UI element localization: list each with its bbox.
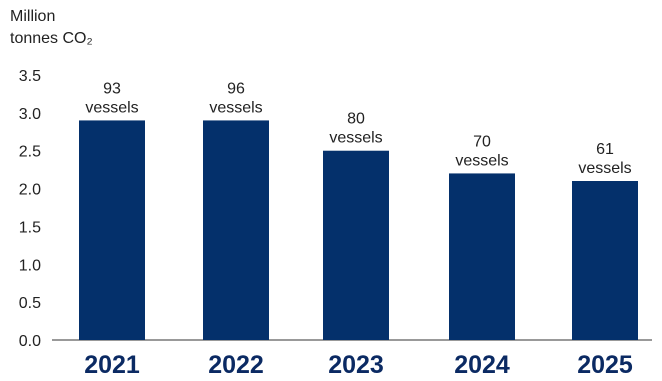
x-category-label: 2024 [454, 351, 510, 379]
data-label-count: 93 [103, 80, 121, 97]
y-tick-label: 1.5 [19, 219, 41, 236]
data-label-count: 80 [347, 111, 365, 128]
y-tick-label: 0.5 [19, 295, 41, 312]
x-category-label: 2021 [84, 351, 140, 379]
data-label-count: 61 [596, 141, 614, 158]
bar-2025 [572, 181, 638, 340]
bar-2021 [79, 120, 145, 340]
y-tick-label: 1.0 [19, 257, 41, 274]
x-category-label: 2022 [208, 351, 264, 379]
data-label-unit: vessels [329, 130, 382, 147]
y-tick-label: 2.0 [19, 182, 41, 199]
bar-2023 [323, 150, 389, 340]
data-label-count: 70 [473, 133, 491, 150]
y-tick-label: 2.5 [19, 144, 41, 161]
y-axis-label-line1: Million [10, 8, 56, 25]
y-tick-label: 3.0 [19, 106, 41, 123]
data-label-unit: vessels [209, 99, 262, 116]
bar-2024 [449, 173, 515, 340]
data-label-count: 96 [227, 80, 245, 97]
data-label-unit: vessels [85, 99, 138, 116]
x-category-label: 2023 [328, 351, 384, 379]
data-label-unit: vessels [455, 152, 508, 169]
bar-2022 [203, 120, 269, 340]
y-axis-label-line2: tonnes CO₂ [10, 30, 93, 47]
data-label-unit: vessels [578, 160, 631, 177]
x-category-label: 2025 [577, 351, 633, 379]
y-tick-label: 3.5 [19, 68, 41, 85]
y-tick-label: 0.0 [19, 333, 41, 350]
y-axis-label: Million tonnes CO₂ [10, 6, 93, 50]
